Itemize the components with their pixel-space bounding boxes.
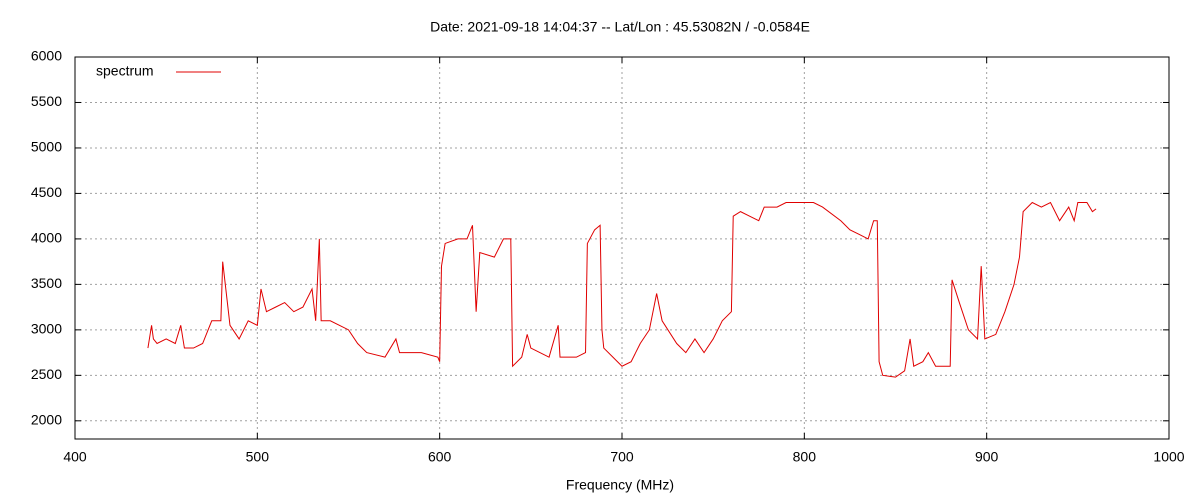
y-tick-label: 2500	[31, 366, 62, 382]
x-tick-label: 400	[63, 449, 87, 465]
x-tick-label: 900	[975, 449, 999, 465]
y-tick-label: 3500	[31, 275, 62, 291]
series-line	[147, 201, 1097, 378]
y-tick-label: 4000	[31, 230, 62, 246]
x-axis-label: Frequency (MHz)	[566, 477, 674, 493]
plot-frame	[74, 56, 1170, 440]
y-tick-label: 5500	[31, 93, 62, 109]
x-tick-label: 800	[793, 449, 817, 465]
y-tick-label: 2000	[31, 412, 62, 428]
legend-label: spectrum	[96, 63, 154, 79]
x-tick-label: 700	[610, 449, 634, 465]
x-tick-label: 1000	[1153, 449, 1184, 465]
y-tick-label: 4500	[31, 184, 62, 200]
x-tick-label: 600	[428, 449, 452, 465]
x-tick-label: 500	[246, 449, 270, 465]
y-tick-label: 5000	[31, 139, 62, 155]
chart-title: Date: 2021-09-18 14:04:37 -- Lat/Lon : 4…	[430, 19, 810, 35]
y-tick-label: 6000	[31, 48, 62, 64]
y-tick-label: 3000	[31, 321, 62, 337]
